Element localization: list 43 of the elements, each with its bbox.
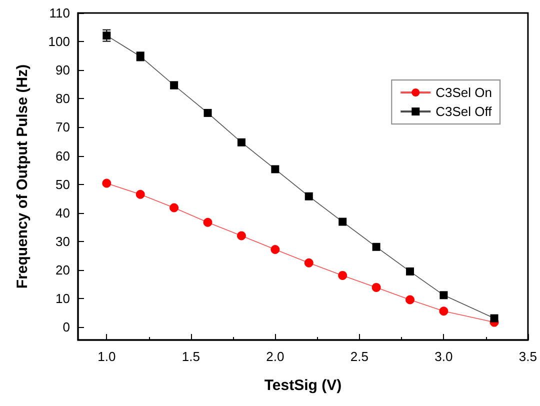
y-tick-label: 20 [56, 262, 70, 278]
point [406, 267, 414, 276]
point [270, 244, 280, 254]
point [372, 242, 380, 251]
x-tick-label: 3.0 [434, 349, 453, 364]
point [236, 231, 246, 240]
point [170, 203, 179, 212]
y-tick-label: 90 [56, 62, 70, 78]
point [204, 108, 212, 117]
x-tick-label: 3.5 [518, 349, 538, 364]
y-tick-label: 110 [49, 6, 70, 20]
point [136, 190, 145, 199]
point [237, 138, 246, 146]
point [406, 295, 414, 304]
y-tick-label: 30 [56, 234, 70, 249]
point [102, 32, 111, 40]
point [304, 192, 313, 200]
y-tick-label: 60 [56, 148, 70, 164]
legend-label: C3Sel Off [436, 104, 492, 119]
x-tick-label: 2.5 [350, 349, 368, 364]
point [372, 282, 381, 292]
y-tick-label: 80 [56, 91, 70, 106]
y-tick-label: 50 [56, 176, 70, 192]
point [102, 178, 112, 188]
x-axis-title: TestSig (V) [264, 377, 342, 394]
y-tick-label: 10 [56, 291, 70, 306]
y-axis-title: Frequency of Output Pulse (Hz) [14, 64, 31, 289]
point [203, 218, 212, 227]
point [338, 218, 347, 226]
x-tick-label: 2.0 [266, 349, 284, 364]
y-tick-label: 70 [56, 120, 70, 135]
x-tick-label: 1.0 [98, 349, 116, 364]
y-tick-label: 40 [56, 205, 70, 220]
point [271, 165, 280, 174]
y-tick-label: 100 [48, 34, 70, 50]
legend-label: C3Sel On [436, 85, 492, 100]
point [490, 314, 498, 322]
point [439, 306, 448, 316]
point [304, 258, 314, 268]
y-tick-label: 0 [62, 320, 70, 335]
point [338, 270, 348, 280]
x-tick-label: 1.5 [182, 349, 200, 364]
point [440, 291, 448, 300]
